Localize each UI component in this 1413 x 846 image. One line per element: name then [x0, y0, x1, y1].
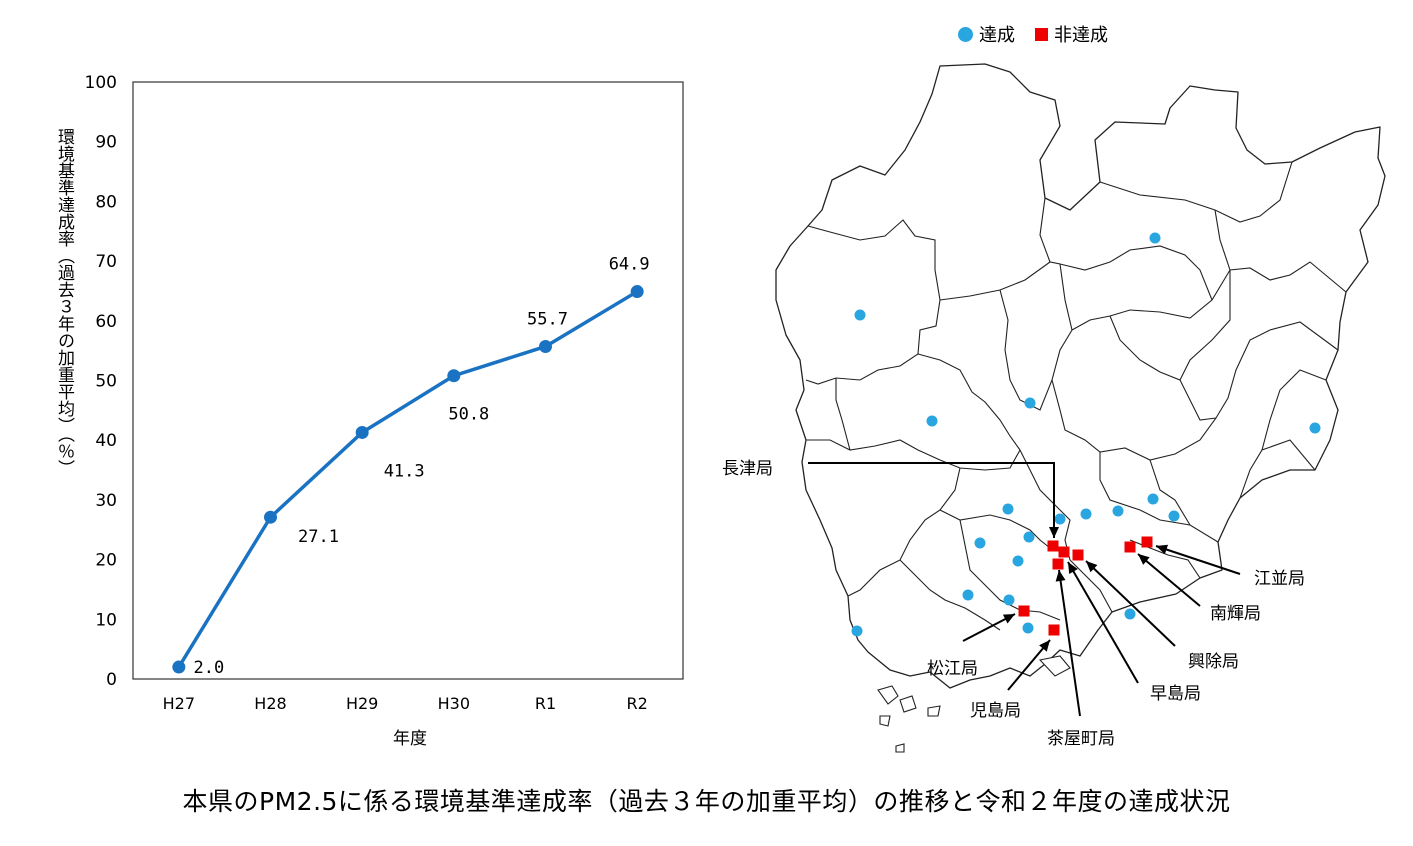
- data-label: 55.7: [527, 309, 568, 329]
- data-label: 27.1: [298, 527, 339, 547]
- achieved-station-dot: [1054, 513, 1066, 525]
- arrow-head-icon: [1055, 570, 1066, 582]
- leader-line: [1085, 560, 1176, 647]
- achieved-station-dot: [1080, 508, 1092, 520]
- data-label: 50.8: [448, 405, 489, 425]
- okayama-municipality-map: [775, 63, 1386, 753]
- achieved-station-dot: [854, 309, 866, 321]
- station-label-hayashima: 早島局: [1150, 684, 1201, 704]
- achieved-station-dot: [1149, 232, 1161, 244]
- achieved-dot-icon: [958, 26, 973, 42]
- achieved-station-dot: [1309, 422, 1321, 434]
- y-tick-label: 80: [95, 192, 117, 212]
- achieved-station-dot: [1024, 397, 1036, 409]
- y-axis-ticks: 0 10 20 30 40 50 60 70 80 90 100: [85, 73, 117, 690]
- not-achieved-station-square: [1072, 549, 1084, 561]
- achieved-station-dot: [1002, 503, 1014, 515]
- achieved-station-dot: [962, 589, 974, 601]
- leader-line: [1067, 561, 1139, 684]
- not-achieved-station-square: [1052, 558, 1064, 570]
- x-tick-label: R1: [535, 694, 556, 713]
- leader-line: [1137, 553, 1201, 607]
- achieved-station-dot: [926, 415, 938, 427]
- station-leader-lines: [808, 462, 1241, 717]
- achieved-station-dot: [1012, 555, 1024, 567]
- station-label-nagatsu: 長津局: [722, 459, 773, 479]
- achieved-station-dot: [1022, 622, 1034, 634]
- y-tick-label: 100: [85, 73, 117, 93]
- not-achieved-station-square: [1141, 536, 1153, 548]
- achieved-station-dot: [974, 537, 986, 549]
- leader-line: [808, 462, 1055, 538]
- achieved-station-dot: [1124, 608, 1136, 620]
- y-tick-label: 60: [95, 312, 117, 332]
- municipality-borders: [805, 161, 1347, 631]
- achieved-station-dot: [851, 625, 863, 637]
- y-tick-label: 10: [95, 610, 117, 630]
- data-point: [355, 425, 369, 439]
- map-legend: 達成 非達成: [958, 21, 1108, 47]
- series-line: [177, 290, 639, 668]
- station-label-enami: 江並局: [1254, 569, 1305, 589]
- y-tick-label: 30: [95, 491, 117, 511]
- arrow-head-icon: [1156, 544, 1169, 555]
- y-tick-label: 70: [95, 252, 117, 272]
- station-label-kojima: 児島局: [970, 701, 1021, 721]
- data-point: [539, 339, 552, 353]
- y-tick-label: 40: [95, 431, 117, 451]
- data-point: [630, 285, 644, 299]
- legend-achieved-label: 達成: [979, 25, 1015, 46]
- legend-not-achieved-label: 非達成: [1054, 25, 1108, 46]
- not-achieved-station-square: [1058, 546, 1070, 558]
- series-line-group: 2.0 27.1 41.3 50.8 55.7 64.9: [172, 255, 650, 678]
- achieved-station-dot: [1023, 531, 1035, 543]
- plot-area-frame: [132, 81, 684, 680]
- x-tick-label: H30: [438, 694, 470, 713]
- data-point: [447, 369, 461, 383]
- not-achieved-station-square: [1018, 605, 1030, 617]
- station-label-chayamachi: 茶屋町局: [1047, 729, 1115, 749]
- station-label-kojo: 興除局: [1188, 652, 1239, 672]
- arrow-head-icon: [1049, 527, 1059, 538]
- achieved-station-dot: [1147, 493, 1159, 505]
- not-achieved-station-square: [1048, 624, 1060, 636]
- achieved-station-dot: [1003, 594, 1015, 606]
- not-achieved-station-square: [1047, 540, 1059, 552]
- data-label: 64.9: [609, 255, 650, 275]
- not-achieved-stations: [1018, 536, 1153, 636]
- leader-line: [1058, 569, 1081, 717]
- arrow-head-icon: [1086, 561, 1098, 573]
- islands: [877, 655, 1071, 753]
- achieved-stations: [851, 232, 1321, 637]
- not-achieved-square-icon: [1035, 27, 1048, 41]
- data-label: 41.3: [384, 461, 425, 481]
- data-point: [264, 510, 277, 524]
- arrow-head-icon: [1068, 562, 1078, 575]
- achieved-station-dot: [1112, 505, 1124, 517]
- x-axis-label: 年度: [393, 729, 427, 749]
- x-tick-label: H28: [254, 694, 286, 713]
- arrow-head-icon: [1138, 554, 1150, 565]
- figure-caption: 本県のPM2.5に係る環境基準達成率（過去３年の加重平均）の推移と令和２年度の達…: [182, 787, 1231, 816]
- y-tick-label: 0: [106, 670, 117, 690]
- arrow-head-icon: [1039, 640, 1050, 652]
- data-label: 2.0: [193, 658, 224, 678]
- y-tick-label: 20: [95, 551, 117, 571]
- prefecture-outline: [775, 63, 1386, 689]
- x-axis-ticks: H27 H28 H29 H30 R1 R2: [163, 694, 648, 713]
- y-axis-label: 環境基準達成率（過去３年の加重平均）（％）: [54, 128, 74, 477]
- station-label-matsue: 松江局: [927, 659, 978, 679]
- achieved-station-dot: [1168, 510, 1180, 522]
- not-achieved-station-square: [1124, 541, 1136, 553]
- x-tick-label: R2: [627, 694, 648, 713]
- data-point: [172, 660, 186, 674]
- arrow-head-icon: [1002, 614, 1015, 624]
- y-tick-label: 90: [95, 133, 117, 153]
- station-label-nanki: 南輝局: [1210, 604, 1261, 624]
- x-tick-label: H27: [163, 694, 195, 713]
- y-tick-label: 50: [95, 372, 117, 392]
- x-tick-label: H29: [346, 694, 378, 713]
- leader-line: [1155, 545, 1241, 575]
